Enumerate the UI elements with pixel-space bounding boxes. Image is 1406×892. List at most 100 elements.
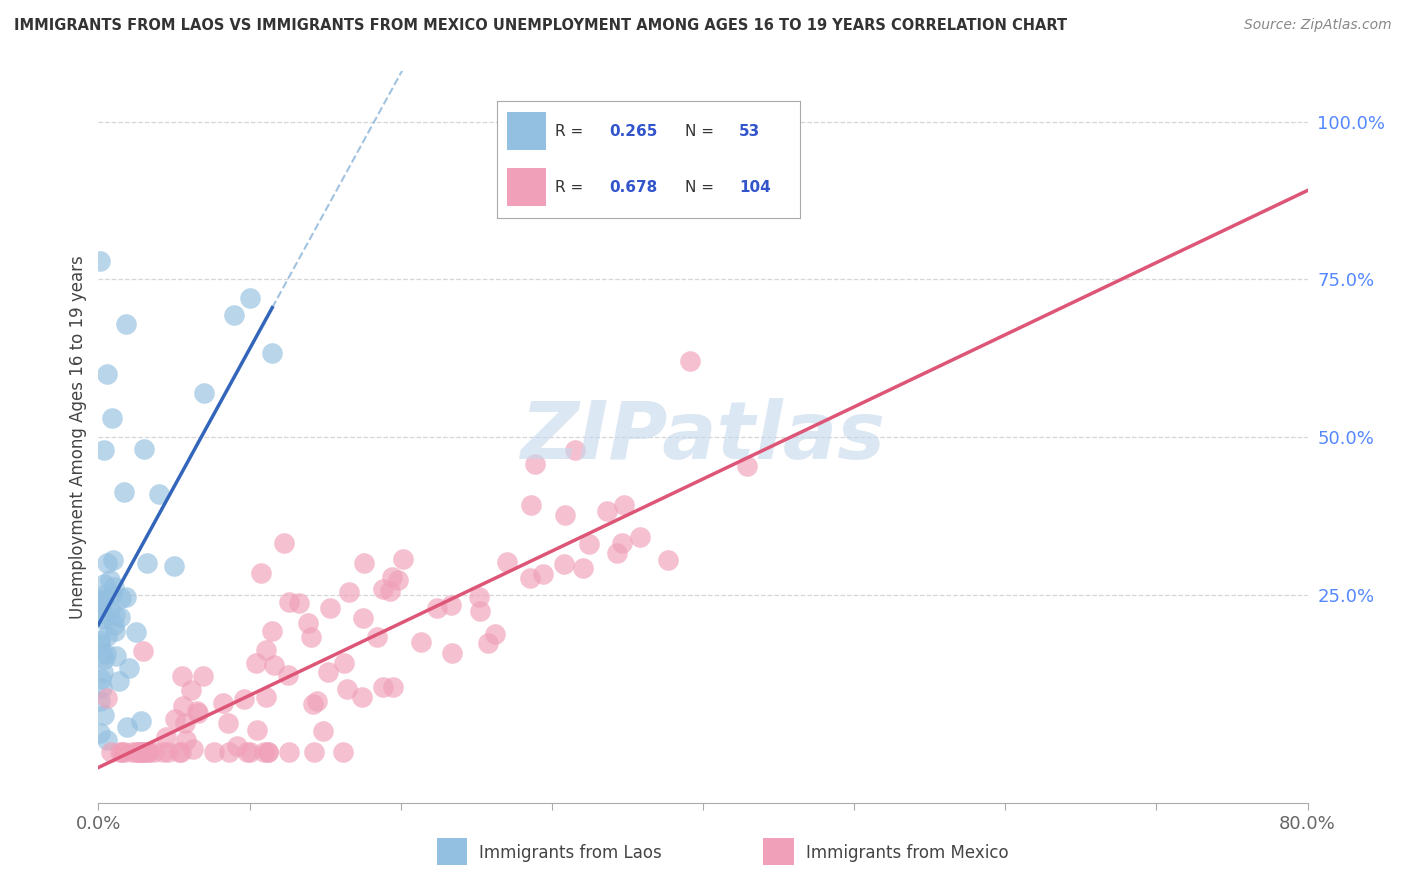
Point bbox=[233, 692, 256, 706]
Point bbox=[96, 629, 118, 643]
Text: Immigrants from Mexico: Immigrants from Mexico bbox=[806, 844, 1008, 862]
Point bbox=[138, 745, 160, 759]
Point bbox=[263, 658, 285, 673]
Point bbox=[103, 617, 125, 632]
Point bbox=[121, 745, 143, 759]
Point bbox=[519, 571, 541, 585]
Point bbox=[165, 712, 187, 726]
Point bbox=[380, 570, 402, 584]
Point bbox=[218, 745, 240, 759]
Point bbox=[554, 508, 576, 523]
Point bbox=[89, 726, 111, 740]
Point bbox=[105, 649, 128, 664]
Point bbox=[96, 556, 118, 570]
Point bbox=[278, 745, 301, 759]
Point bbox=[112, 484, 135, 499]
Point bbox=[392, 552, 415, 566]
Point bbox=[91, 610, 114, 624]
Point bbox=[138, 745, 160, 759]
Point bbox=[381, 680, 404, 694]
Point bbox=[212, 696, 235, 710]
Point bbox=[104, 624, 127, 638]
Point bbox=[98, 601, 121, 615]
Point bbox=[226, 739, 249, 753]
Point bbox=[118, 661, 141, 675]
Y-axis label: Unemployment Among Ages 16 to 19 years: Unemployment Among Ages 16 to 19 years bbox=[69, 255, 87, 619]
Point bbox=[115, 720, 138, 734]
Point bbox=[613, 498, 636, 512]
Point bbox=[131, 714, 153, 728]
Point bbox=[352, 611, 374, 625]
Point bbox=[101, 411, 124, 425]
Point bbox=[93, 707, 115, 722]
Point bbox=[157, 745, 180, 759]
Point bbox=[287, 595, 309, 609]
Point bbox=[90, 672, 112, 686]
Point bbox=[112, 745, 135, 759]
Point bbox=[93, 576, 115, 591]
Point bbox=[94, 648, 117, 662]
Point bbox=[89, 636, 111, 650]
Point bbox=[174, 733, 197, 747]
Point bbox=[104, 607, 127, 622]
Point bbox=[273, 536, 295, 550]
Point bbox=[89, 632, 111, 647]
Point bbox=[578, 537, 600, 551]
Point bbox=[187, 706, 209, 721]
Point bbox=[91, 665, 114, 680]
Point bbox=[239, 745, 262, 759]
Point bbox=[302, 698, 325, 712]
Point bbox=[387, 573, 409, 587]
Point bbox=[224, 308, 246, 322]
Point bbox=[520, 498, 543, 512]
Point bbox=[353, 556, 375, 570]
Point bbox=[236, 745, 259, 759]
Point bbox=[94, 588, 117, 602]
Point bbox=[202, 745, 225, 759]
Point bbox=[110, 591, 132, 606]
Point bbox=[193, 386, 215, 401]
Point bbox=[245, 657, 267, 671]
Point bbox=[131, 745, 153, 759]
Point bbox=[110, 745, 132, 759]
Point bbox=[186, 705, 208, 719]
Point bbox=[101, 553, 124, 567]
Point bbox=[170, 745, 193, 759]
Point bbox=[152, 745, 174, 759]
Point bbox=[135, 745, 157, 759]
Point bbox=[318, 601, 340, 615]
Point bbox=[89, 593, 111, 607]
Point bbox=[89, 253, 111, 268]
Point bbox=[495, 555, 517, 569]
Point bbox=[90, 646, 112, 660]
Point bbox=[180, 683, 202, 698]
Point bbox=[333, 656, 356, 670]
Point bbox=[606, 546, 628, 560]
Text: Source: ZipAtlas.com: Source: ZipAtlas.com bbox=[1244, 18, 1392, 32]
Point bbox=[131, 745, 153, 759]
Point bbox=[735, 458, 758, 473]
Point bbox=[218, 716, 240, 731]
Point bbox=[297, 616, 319, 631]
Point bbox=[524, 458, 547, 472]
Point bbox=[336, 681, 359, 696]
Point bbox=[90, 596, 112, 610]
Point bbox=[172, 669, 194, 683]
Point bbox=[93, 594, 115, 608]
Point bbox=[305, 694, 328, 708]
Point bbox=[373, 582, 395, 596]
Point bbox=[253, 745, 276, 759]
Point bbox=[136, 556, 159, 570]
Point bbox=[350, 690, 373, 704]
Point bbox=[167, 745, 190, 759]
Point bbox=[89, 694, 111, 708]
Text: ZIPatlas: ZIPatlas bbox=[520, 398, 886, 476]
Point bbox=[155, 730, 177, 744]
Point bbox=[127, 745, 149, 759]
Point bbox=[115, 317, 138, 331]
Point bbox=[173, 698, 195, 713]
Point bbox=[101, 587, 124, 601]
Point bbox=[337, 585, 360, 599]
Point bbox=[257, 745, 280, 759]
Point bbox=[163, 558, 186, 573]
